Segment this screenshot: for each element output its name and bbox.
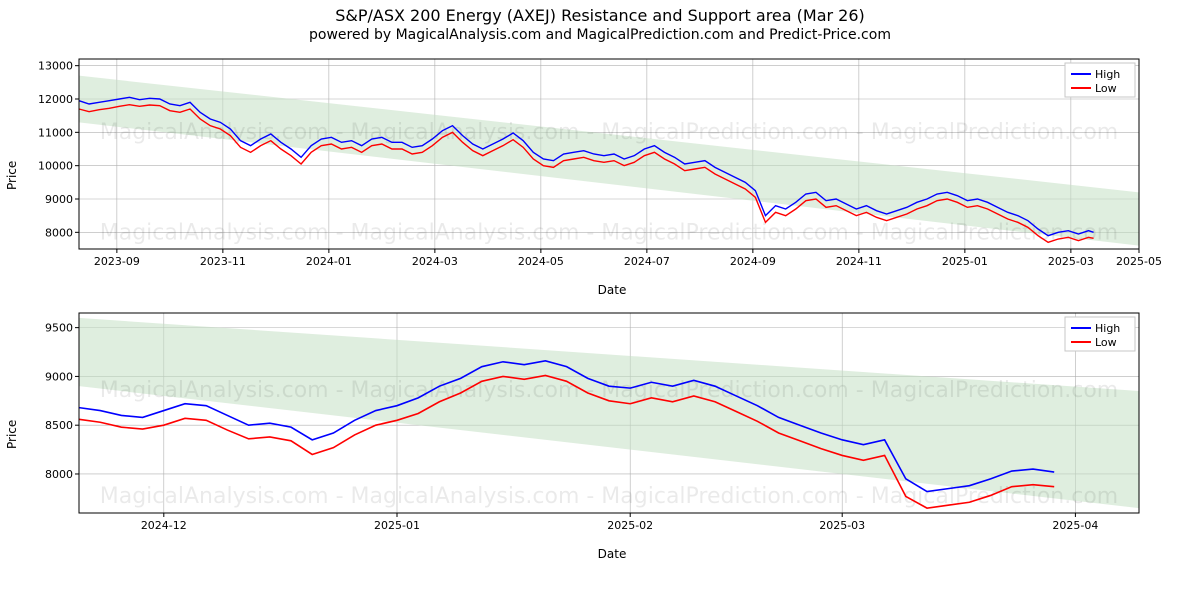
- svg-text:9500: 9500: [45, 322, 73, 335]
- svg-text:8000: 8000: [45, 468, 73, 481]
- svg-text:2025-05: 2025-05: [1116, 255, 1162, 268]
- svg-text:MagicalAnalysis.com - MagicalA: MagicalAnalysis.com - MagicalAnalysis.co…: [100, 378, 1118, 403]
- svg-text:2024-03: 2024-03: [412, 255, 458, 268]
- svg-text:2024-12: 2024-12: [141, 519, 187, 532]
- svg-text:13000: 13000: [38, 60, 73, 73]
- bottom-chart-ylabel: Price: [5, 425, 19, 449]
- svg-text:MagicalAnalysis.com - MagicalA: MagicalAnalysis.com - MagicalAnalysis.co…: [100, 221, 1118, 246]
- svg-text:11000: 11000: [38, 126, 73, 139]
- svg-text:2023-11: 2023-11: [200, 255, 246, 268]
- svg-text:2025-01: 2025-01: [942, 255, 988, 268]
- svg-text:MagicalAnalysis.com - MagicalA: MagicalAnalysis.com - MagicalAnalysis.co…: [100, 484, 1118, 509]
- bottom-chart-container: Price 8000 8500 9000 9500 2024-12 2025-01 2025…: [0, 305, 1200, 569]
- svg-text:2024-01: 2024-01: [306, 255, 352, 268]
- svg-text:9000: 9000: [45, 370, 73, 383]
- svg-text:8000: 8000: [45, 226, 73, 239]
- svg-text:2023-09: 2023-09: [94, 255, 140, 268]
- svg-text:9000: 9000: [45, 193, 73, 206]
- svg-text:High: High: [1095, 322, 1120, 335]
- top-chart-ylabel: Price: [5, 166, 19, 190]
- chart-subtitle: powered by MagicalAnalysis.com and Magic…: [0, 27, 1200, 43]
- svg-text:2025-03: 2025-03: [819, 519, 865, 532]
- svg-text:2024-07: 2024-07: [624, 255, 670, 268]
- svg-text:MagicalAnalysis.com - MagicalA: MagicalAnalysis.com - MagicalAnalysis.co…: [100, 120, 1118, 145]
- svg-text:2024-11: 2024-11: [836, 255, 882, 268]
- svg-text:Low: Low: [1095, 336, 1117, 349]
- top-chart-container: Price 8000 9000 10000 11000 12000 13000 2023-0…: [0, 51, 1200, 305]
- top-chart-xlabel: Date: [24, 283, 1200, 297]
- svg-text:8500: 8500: [45, 419, 73, 432]
- svg-text:10000: 10000: [38, 160, 73, 173]
- bottom-chart-plot: 8000 8500 9000 9500 2024-12 2025-01 2025-02 202…: [24, 305, 1164, 545]
- svg-text:2025-01: 2025-01: [374, 519, 420, 532]
- chart-title: S&P/ASX 200 Energy (AXEJ) Resistance and…: [0, 6, 1200, 25]
- svg-text:2025-03: 2025-03: [1048, 255, 1094, 268]
- svg-text:2025-04: 2025-04: [1052, 519, 1098, 532]
- svg-text:High: High: [1095, 68, 1120, 81]
- svg-text:2024-05: 2024-05: [518, 255, 564, 268]
- svg-text:2025-02: 2025-02: [607, 519, 653, 532]
- svg-text:12000: 12000: [38, 93, 73, 106]
- top-chart-plot: 8000 9000 10000 11000 12000 13000 2023-09 2023-…: [24, 51, 1164, 281]
- svg-text:2024-09: 2024-09: [730, 255, 776, 268]
- bottom-chart-xlabel: Date: [24, 547, 1200, 561]
- svg-text:Low: Low: [1095, 82, 1117, 95]
